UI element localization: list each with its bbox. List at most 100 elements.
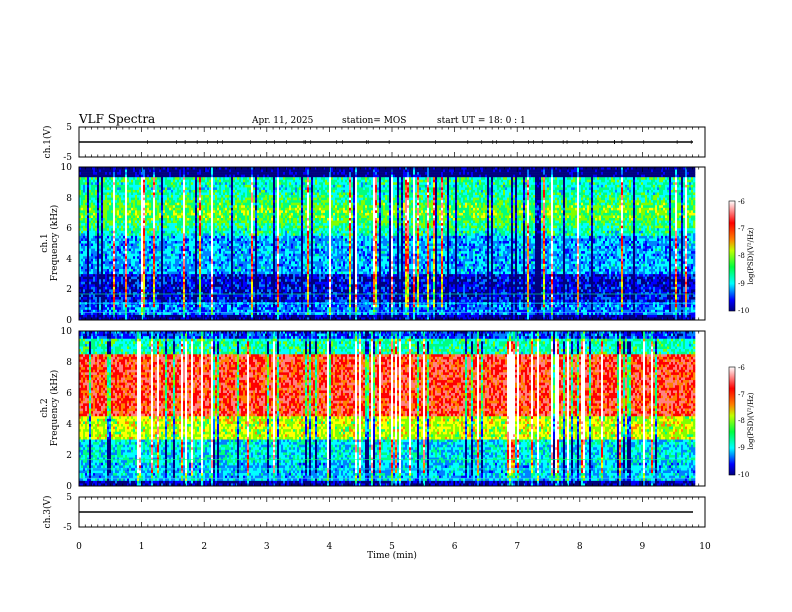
spectrogram-cell bbox=[91, 295, 93, 298]
spectrogram-cell bbox=[143, 233, 145, 236]
spectrogram-cell bbox=[115, 205, 117, 208]
spectrogram-cell bbox=[145, 231, 147, 234]
spectrogram-cell bbox=[159, 223, 161, 226]
spectrogram-cell bbox=[187, 170, 189, 173]
spectrogram-cell bbox=[165, 231, 167, 234]
spectrogram-cell bbox=[169, 289, 171, 292]
spectrogram-cell bbox=[129, 244, 131, 247]
spectrogram-cell bbox=[97, 274, 99, 277]
spectrogram-cell bbox=[147, 305, 149, 308]
spectrogram-cell bbox=[147, 302, 149, 305]
spectrogram-cell bbox=[163, 254, 165, 257]
spectrogram-cell bbox=[151, 193, 153, 196]
spectrogram-cell bbox=[157, 221, 159, 224]
spectrogram-cell bbox=[153, 249, 155, 252]
spectrogram-cell bbox=[175, 172, 177, 175]
spectrogram-cell bbox=[141, 175, 143, 178]
spectrogram-cell bbox=[127, 295, 129, 298]
spectrogram-cell bbox=[155, 261, 157, 264]
spectrogram-cell bbox=[181, 238, 183, 241]
spectrogram-cell bbox=[153, 193, 155, 196]
spectrogram-cell bbox=[149, 279, 151, 282]
spectrogram-cell bbox=[141, 208, 143, 211]
spectrogram-cell bbox=[117, 170, 119, 173]
spectrogram-cell bbox=[91, 193, 93, 196]
spectrogram-cell bbox=[161, 284, 163, 287]
spectrogram-cell bbox=[119, 269, 121, 272]
spectrogram-cell bbox=[101, 221, 103, 224]
spectrogram-cell bbox=[183, 266, 185, 269]
spectrogram-cell bbox=[171, 175, 173, 178]
spectrogram-cell bbox=[127, 279, 129, 282]
spectrogram-cell bbox=[87, 251, 89, 254]
spectrogram-cell bbox=[133, 295, 135, 298]
spectrogram-cell bbox=[171, 177, 173, 180]
spectrogram-cell bbox=[141, 300, 143, 303]
spectrogram-cell bbox=[105, 218, 107, 221]
spectrogram-cell bbox=[129, 218, 131, 221]
spectrogram-cell bbox=[129, 269, 131, 272]
spectrogram-cell bbox=[111, 251, 113, 254]
spectrogram-cell bbox=[143, 251, 145, 254]
spectrogram-cell bbox=[135, 256, 137, 259]
spectrogram-cell bbox=[159, 249, 161, 252]
spectrogram-cell bbox=[159, 180, 161, 183]
spectrogram-cell bbox=[93, 200, 95, 203]
spectrogram-cell bbox=[139, 261, 141, 264]
spectrogram-cell bbox=[109, 193, 111, 196]
spectrogram-cell bbox=[137, 223, 139, 226]
spectrogram-cell bbox=[169, 223, 171, 226]
spectrogram-cell bbox=[157, 266, 159, 269]
spectrogram-cell bbox=[99, 238, 101, 241]
spectrogram-cell bbox=[85, 172, 87, 175]
spectrogram-cell bbox=[117, 305, 119, 308]
spectrogram-cell bbox=[157, 198, 159, 201]
spectrogram-cell bbox=[85, 300, 87, 303]
spectrogram-cell bbox=[89, 236, 91, 239]
spectrogram-cell bbox=[87, 215, 89, 218]
spectrogram-cell bbox=[89, 241, 91, 244]
spectrogram-cell bbox=[119, 256, 121, 259]
spectrogram-cell bbox=[179, 180, 181, 183]
spectrogram-cell bbox=[167, 300, 169, 303]
spectrogram-cell bbox=[177, 228, 179, 231]
spectrogram-cell bbox=[107, 251, 109, 254]
spectrogram-cell bbox=[111, 289, 113, 292]
spectrogram-cell bbox=[85, 238, 87, 241]
spectrogram-cell bbox=[171, 187, 173, 190]
spectrogram-cell bbox=[139, 249, 141, 252]
spectrogram-cell bbox=[133, 236, 135, 239]
spectrogram-cell bbox=[111, 256, 113, 259]
spectrogram-cell bbox=[95, 172, 97, 175]
spectrogram-cell bbox=[91, 236, 93, 239]
spectrogram-cell bbox=[119, 315, 121, 318]
spectrogram-cell bbox=[127, 261, 129, 264]
spectrogram-cell bbox=[111, 287, 113, 290]
spectrogram-cell bbox=[123, 226, 125, 229]
spectrogram-cell bbox=[147, 208, 149, 211]
spectrogram-cell bbox=[121, 254, 123, 257]
spectrogram-cell bbox=[87, 297, 89, 300]
spectrogram-cell bbox=[101, 277, 103, 280]
spectrogram-cell bbox=[161, 254, 163, 257]
spectrogram-cell bbox=[109, 170, 111, 173]
spectrogram-cell bbox=[171, 297, 173, 300]
spectrogram-cell bbox=[185, 223, 187, 226]
spectrogram-cell bbox=[163, 266, 165, 269]
spectrogram-cell bbox=[125, 236, 127, 239]
spectrogram-cell bbox=[81, 279, 83, 282]
spectrogram-cell bbox=[147, 238, 149, 241]
spectrogram-cell bbox=[151, 249, 153, 252]
spectrogram-cell bbox=[119, 226, 121, 229]
spectrogram-cell bbox=[135, 241, 137, 244]
spectrogram-cell bbox=[83, 170, 85, 173]
spectrogram-cell bbox=[157, 172, 159, 175]
spectrogram-cell bbox=[81, 208, 83, 211]
spectrogram-cell bbox=[117, 231, 119, 234]
spectrogram-cell bbox=[109, 279, 111, 282]
spectrogram-cell bbox=[147, 295, 149, 298]
spectrogram-cell bbox=[165, 193, 167, 196]
spectrogram-cell bbox=[165, 284, 167, 287]
spectrogram-cell bbox=[93, 277, 95, 280]
spectrogram-cell bbox=[131, 287, 133, 290]
